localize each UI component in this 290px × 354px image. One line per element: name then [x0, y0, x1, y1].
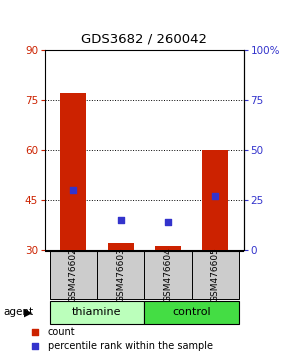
Text: control: control — [172, 307, 211, 318]
Text: GSM476604: GSM476604 — [164, 247, 173, 302]
Bar — [50, 251, 97, 299]
Point — [32, 329, 37, 334]
Text: GSM476602: GSM476602 — [69, 247, 78, 302]
Point — [118, 217, 123, 222]
Point — [166, 219, 170, 224]
Bar — [202, 150, 228, 250]
Point — [71, 187, 76, 193]
Bar — [60, 93, 86, 250]
Title: GDS3682 / 260042: GDS3682 / 260042 — [81, 33, 207, 46]
Bar — [144, 301, 239, 324]
Text: ▶: ▶ — [24, 307, 32, 318]
Bar — [192, 251, 239, 299]
Text: GSM476603: GSM476603 — [116, 247, 125, 302]
Text: GSM476605: GSM476605 — [211, 247, 220, 302]
Text: thiamine: thiamine — [72, 307, 122, 318]
Text: agent: agent — [3, 307, 33, 318]
Bar — [108, 243, 134, 250]
Point — [32, 343, 37, 349]
Text: count: count — [48, 326, 75, 337]
Bar — [50, 301, 144, 324]
Bar — [97, 251, 144, 299]
Bar — [155, 246, 181, 250]
Text: percentile rank within the sample: percentile rank within the sample — [48, 341, 213, 352]
Point — [213, 193, 218, 198]
Bar — [144, 251, 192, 299]
